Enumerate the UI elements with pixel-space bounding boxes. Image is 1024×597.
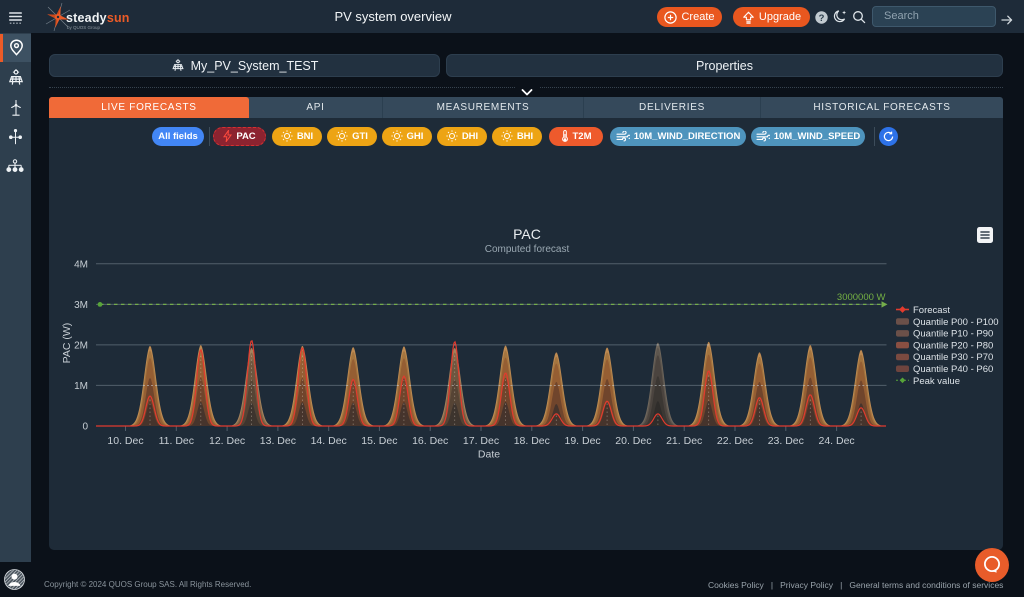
- svg-text:Quantile P20 - P80: Quantile P20 - P80: [913, 340, 993, 351]
- svg-text:PAC (W): PAC (W): [61, 323, 73, 364]
- svg-text:3000000 W: 3000000 W: [837, 292, 886, 303]
- svg-text:Quantile P00 - P100: Quantile P00 - P100: [913, 317, 999, 328]
- svg-text:10. Dec: 10. Dec: [107, 435, 143, 447]
- svg-text:Quantile P30 - P70: Quantile P30 - P70: [913, 352, 993, 363]
- svg-text:Peak value: Peak value: [913, 376, 960, 387]
- svg-text:21. Dec: 21. Dec: [666, 435, 702, 447]
- svg-text:19. Dec: 19. Dec: [565, 435, 601, 447]
- svg-text:?: ?: [819, 13, 825, 24]
- svg-text:15. Dec: 15. Dec: [361, 435, 397, 447]
- svg-text:12. Dec: 12. Dec: [209, 435, 245, 447]
- svg-text:16. Dec: 16. Dec: [412, 435, 448, 447]
- svg-text:22. Dec: 22. Dec: [717, 435, 753, 447]
- svg-text:Quantile P10 - P90: Quantile P10 - P90: [913, 329, 993, 340]
- svg-text:Quantile P40 - P60: Quantile P40 - P60: [913, 364, 993, 375]
- svg-text:14. Dec: 14. Dec: [311, 435, 347, 447]
- svg-text:20. Dec: 20. Dec: [615, 435, 651, 447]
- svg-text:Date: Date: [478, 449, 500, 461]
- svg-text:13. Dec: 13. Dec: [260, 435, 296, 447]
- svg-text:1M: 1M: [74, 381, 88, 392]
- svg-text:17. Dec: 17. Dec: [463, 435, 499, 447]
- svg-text:24. Dec: 24. Dec: [819, 435, 855, 447]
- svg-text:Forecast: Forecast: [913, 305, 950, 316]
- svg-text:4M: 4M: [74, 259, 88, 270]
- svg-text:11. Dec: 11. Dec: [159, 435, 194, 447]
- svg-text:0: 0: [82, 422, 88, 433]
- svg-text:23. Dec: 23. Dec: [768, 435, 804, 447]
- svg-text:2M: 2M: [74, 340, 88, 351]
- svg-text:3M: 3M: [74, 300, 88, 311]
- svg-text:18. Dec: 18. Dec: [514, 435, 550, 447]
